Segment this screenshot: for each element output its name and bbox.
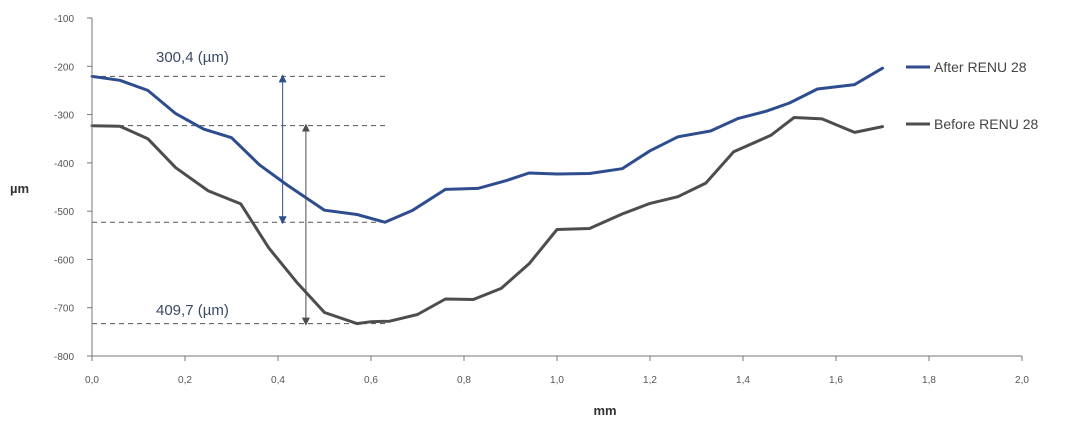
x-tick-label: 0,0 [85,375,99,386]
legend-label: After RENU 28 [934,59,1027,75]
y-tick-label: -100 [54,14,74,25]
x-axis-title: mm [593,403,616,418]
x-tick-label: 1,4 [736,375,750,386]
series-line-after [90,66,884,224]
legend-label: Before RENU 28 [934,116,1038,132]
x-tick-label: 0,4 [271,375,285,386]
x-tick-label: 0,6 [364,375,378,386]
measurement-label: 409,7 (µm) [156,302,229,319]
y-tick-label: -300 [54,111,74,122]
x-tick-label: 0,2 [178,375,192,386]
measurement-guides [92,75,389,325]
y-tick-label: -500 [54,207,74,218]
x-tick-label: 1,6 [829,375,843,386]
legend: After RENU 28 Before RENU 28 [906,59,1038,132]
measurement-label: 300,4 (µm) [156,49,229,66]
x-tick-label: 0,8 [457,375,471,386]
series-lines [90,66,884,326]
x-tick-label: 1,0 [550,375,564,386]
y-tick-label: -400 [54,159,74,170]
axes: -100 -200 -300 -400 -500 -600 -700 -800 0,0 0,2 0,… [54,14,1029,386]
y-tick-label: -700 [54,304,74,315]
x-tick-label: 1,8 [922,375,936,386]
x-tick-label: 1,2 [643,375,657,386]
y-tick-label: -800 [54,352,74,363]
y-tick-label: -600 [54,255,74,266]
x-tick-label: 2,0 [1015,375,1029,386]
y-tick-label: -200 [54,62,74,73]
annotations: 300,4 (µm) 409,7 (µm) [156,49,310,326]
y-axis-title: µm [10,181,29,196]
series-line-before [90,116,884,326]
